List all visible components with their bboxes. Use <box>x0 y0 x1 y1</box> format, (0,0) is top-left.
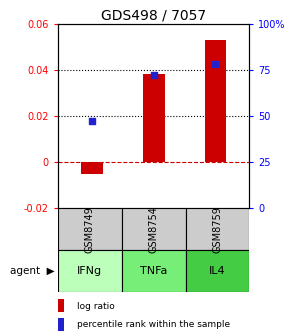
Bar <box>58 299 64 312</box>
Point <box>213 61 218 67</box>
Text: IFNg: IFNg <box>77 266 102 276</box>
Bar <box>186 208 249 250</box>
Text: GSM8759: GSM8759 <box>213 206 222 253</box>
Text: agent  ▶: agent ▶ <box>10 266 54 276</box>
Text: log ratio: log ratio <box>77 301 115 310</box>
Text: percentile rank within the sample: percentile rank within the sample <box>77 320 230 329</box>
Bar <box>58 318 64 331</box>
Bar <box>143 74 164 162</box>
Point <box>151 73 156 78</box>
Point <box>90 119 94 124</box>
Bar <box>205 40 226 162</box>
Bar <box>81 162 103 174</box>
Bar <box>186 250 249 292</box>
Bar <box>122 250 186 292</box>
Title: GDS498 / 7057: GDS498 / 7057 <box>101 8 206 23</box>
Text: IL4: IL4 <box>209 266 226 276</box>
Bar <box>122 208 186 250</box>
Text: GSM8749: GSM8749 <box>85 206 95 253</box>
Bar <box>58 208 122 250</box>
Text: TNFa: TNFa <box>140 266 167 276</box>
Text: GSM8754: GSM8754 <box>149 206 159 253</box>
Bar <box>58 250 122 292</box>
